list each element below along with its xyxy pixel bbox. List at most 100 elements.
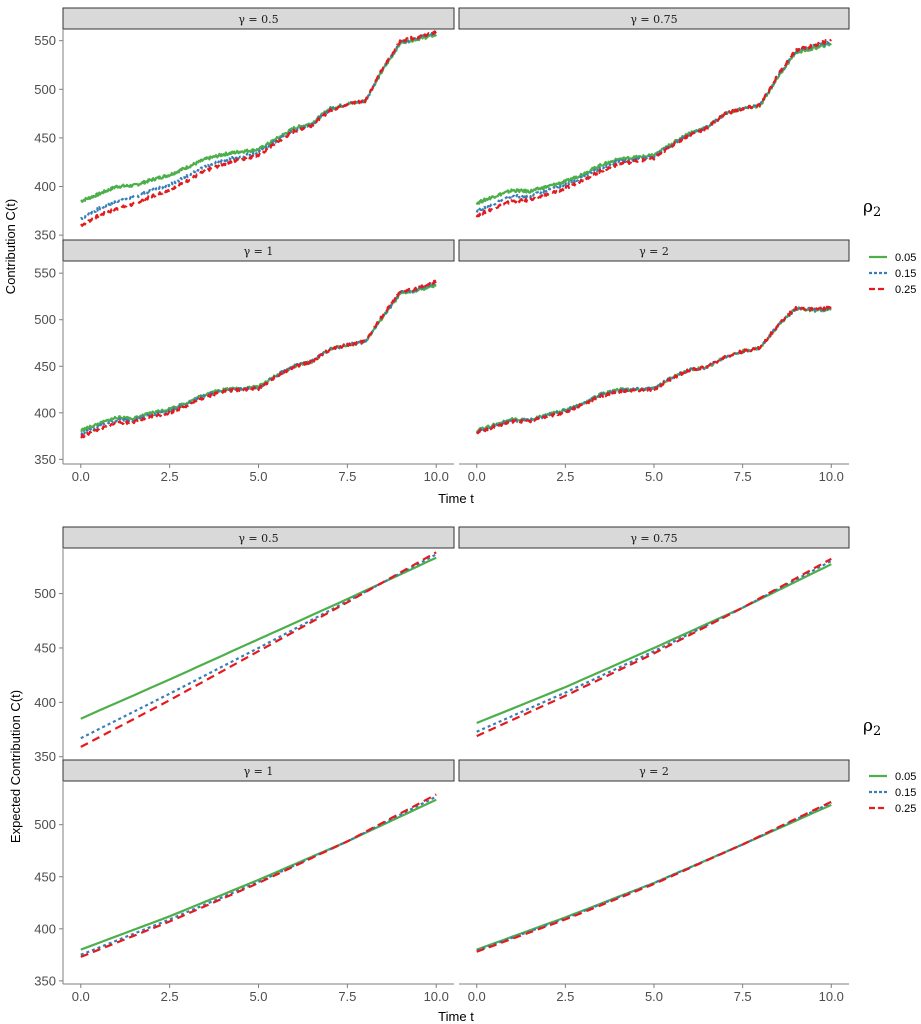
x-tick-label: 7.5 <box>338 989 356 1004</box>
x-tick-label: 0.0 <box>72 469 90 484</box>
legend-label: 0.25 <box>895 803 916 815</box>
series-line-0-25 <box>475 305 832 435</box>
facet-strip-label: γ = 2 <box>639 765 669 778</box>
x-tick-label: 2.5 <box>161 989 179 1004</box>
facet-panel: γ = 0.75 <box>458 7 850 218</box>
series-line-0-05 <box>475 42 832 206</box>
series-line-0-25 <box>80 30 437 227</box>
y-axis-title: Expected Contribution C(t) <box>8 690 23 843</box>
series-line-0-05 <box>80 556 437 720</box>
series-line-0-15 <box>476 560 832 733</box>
x-tick-label: 0.0 <box>72 989 90 1004</box>
series-line-0-05 <box>80 283 437 432</box>
series-line-0-15 <box>475 40 832 213</box>
y-tick-label: 550 <box>34 33 56 48</box>
series-line-0-15 <box>80 553 437 740</box>
series-line-0-15 <box>80 31 437 221</box>
y-tick-label: 450 <box>34 130 56 145</box>
x-tick-label: 10.0 <box>819 989 844 1004</box>
series-line-0-15 <box>80 281 437 436</box>
x-tick-label: 2.5 <box>161 469 179 484</box>
series-line-0-25 <box>475 38 832 218</box>
y-tick-label: 400 <box>34 405 56 420</box>
facet-strip-label: γ = 0.75 <box>630 13 677 26</box>
series-line-0-05 <box>476 563 832 725</box>
facet-strip <box>62 526 455 549</box>
y-axis-title: Contribution C(t) <box>3 199 18 294</box>
y-tick-label: 450 <box>34 640 56 655</box>
y-tick-label: 500 <box>34 82 56 97</box>
y-tick-label: 350 <box>34 973 56 988</box>
facet-panel: γ = 0.75 <box>458 526 850 738</box>
x-tick-label: 5.0 <box>645 989 663 1004</box>
x-tick-label: 2.5 <box>556 469 574 484</box>
facet-strip-label: γ = 0.5 <box>238 13 278 26</box>
facet-strip <box>458 239 850 262</box>
y-tick-label: 450 <box>34 359 56 374</box>
facet-strip <box>62 7 455 30</box>
x-tick-label: 5.0 <box>249 469 267 484</box>
series-line-0-25 <box>80 551 437 748</box>
legend-title: ρ2 <box>863 197 881 220</box>
y-tick-label: 350 <box>34 749 56 764</box>
x-tick-label: 0.0 <box>468 989 486 1004</box>
x-tick-label: 10.0 <box>819 469 844 484</box>
y-tick-label: 550 <box>34 266 56 281</box>
facet-panel: γ = 2 0.0 2.5 5.0 7.5 10.0 <box>458 239 850 484</box>
x-tick-label: 5.0 <box>249 989 267 1004</box>
chart-block-2: γ = 0.5 350 400 450 500 γ = 0.75 γ = 1 350 400 45… <box>8 526 916 1024</box>
legend: ρ2 0.05 0.15 0.25 <box>863 197 916 296</box>
facet-strip-label: γ = 1 <box>244 245 274 258</box>
chart-block-1: γ = 0.5 350 400 450 500 550 γ = 0.75 γ = 1 350 40… <box>3 7 916 506</box>
legend-label: 0.15 <box>895 787 916 799</box>
series-line-0-05 <box>80 33 437 203</box>
series-line-0-15 <box>80 795 437 956</box>
x-tick-label: 10.0 <box>424 469 449 484</box>
facet-strip <box>458 759 850 782</box>
facet-strip <box>458 526 850 549</box>
y-tick-label: 350 <box>34 228 56 243</box>
y-tick-label: 400 <box>34 695 56 710</box>
y-tick-label: 500 <box>34 312 56 327</box>
facet-panel: γ = 0.5 350 400 450 500 550 <box>34 7 455 243</box>
facet-panel: γ = 2 0.0 2.5 5.0 7.5 10.0 <box>458 759 850 1004</box>
facet-strip <box>458 7 850 30</box>
facet-strip-label: γ = 1 <box>244 765 274 778</box>
y-tick-label: 450 <box>34 869 56 884</box>
legend-label: 0.05 <box>895 771 916 783</box>
x-tick-label: 5.0 <box>645 469 663 484</box>
facet-panel: γ = 0.5 350 400 450 500 <box>34 526 455 764</box>
y-tick-label: 400 <box>34 179 56 194</box>
y-tick-label: 400 <box>34 921 56 936</box>
series-line-0-25 <box>80 793 437 958</box>
facet-strip-label: γ = 0.5 <box>238 532 278 545</box>
y-tick-label: 500 <box>34 586 56 601</box>
y-tick-label: 350 <box>34 452 56 467</box>
legend-label: 0.25 <box>895 284 916 296</box>
series-line-0-05 <box>80 798 437 951</box>
x-tick-label: 7.5 <box>734 989 752 1004</box>
x-tick-label: 2.5 <box>556 989 574 1004</box>
facet-panel: γ = 1 350 400 450 500 550 0.0 2.5 5.0 7.5 10.0 <box>34 239 455 484</box>
facet-panel: γ = 1 350 400 450 500 0.0 2.5 5.0 7.5 10.0 <box>34 759 455 1004</box>
series-line-0-25 <box>80 279 437 439</box>
legend-title: ρ2 <box>863 716 881 739</box>
x-tick-label: 7.5 <box>734 469 752 484</box>
legend-label: 0.15 <box>895 268 916 280</box>
facet-strip <box>62 759 455 782</box>
x-axis-title: Time t <box>438 491 474 506</box>
x-tick-label: 10.0 <box>424 989 449 1004</box>
y-tick-label: 500 <box>34 817 56 832</box>
facet-strip <box>62 239 455 262</box>
x-tick-label: 0.0 <box>468 469 486 484</box>
x-tick-label: 7.5 <box>338 469 356 484</box>
legend: ρ2 0.05 0.15 0.25 <box>863 716 916 815</box>
legend-label: 0.05 <box>895 252 916 264</box>
series-line-0-25 <box>476 800 832 953</box>
series-line-0-25 <box>476 557 832 738</box>
series-line-0-15 <box>476 801 832 952</box>
facet-strip-label: γ = 0.75 <box>630 532 677 545</box>
facet-strip-label: γ = 2 <box>639 245 669 258</box>
x-axis-title: Time t <box>438 1009 474 1024</box>
